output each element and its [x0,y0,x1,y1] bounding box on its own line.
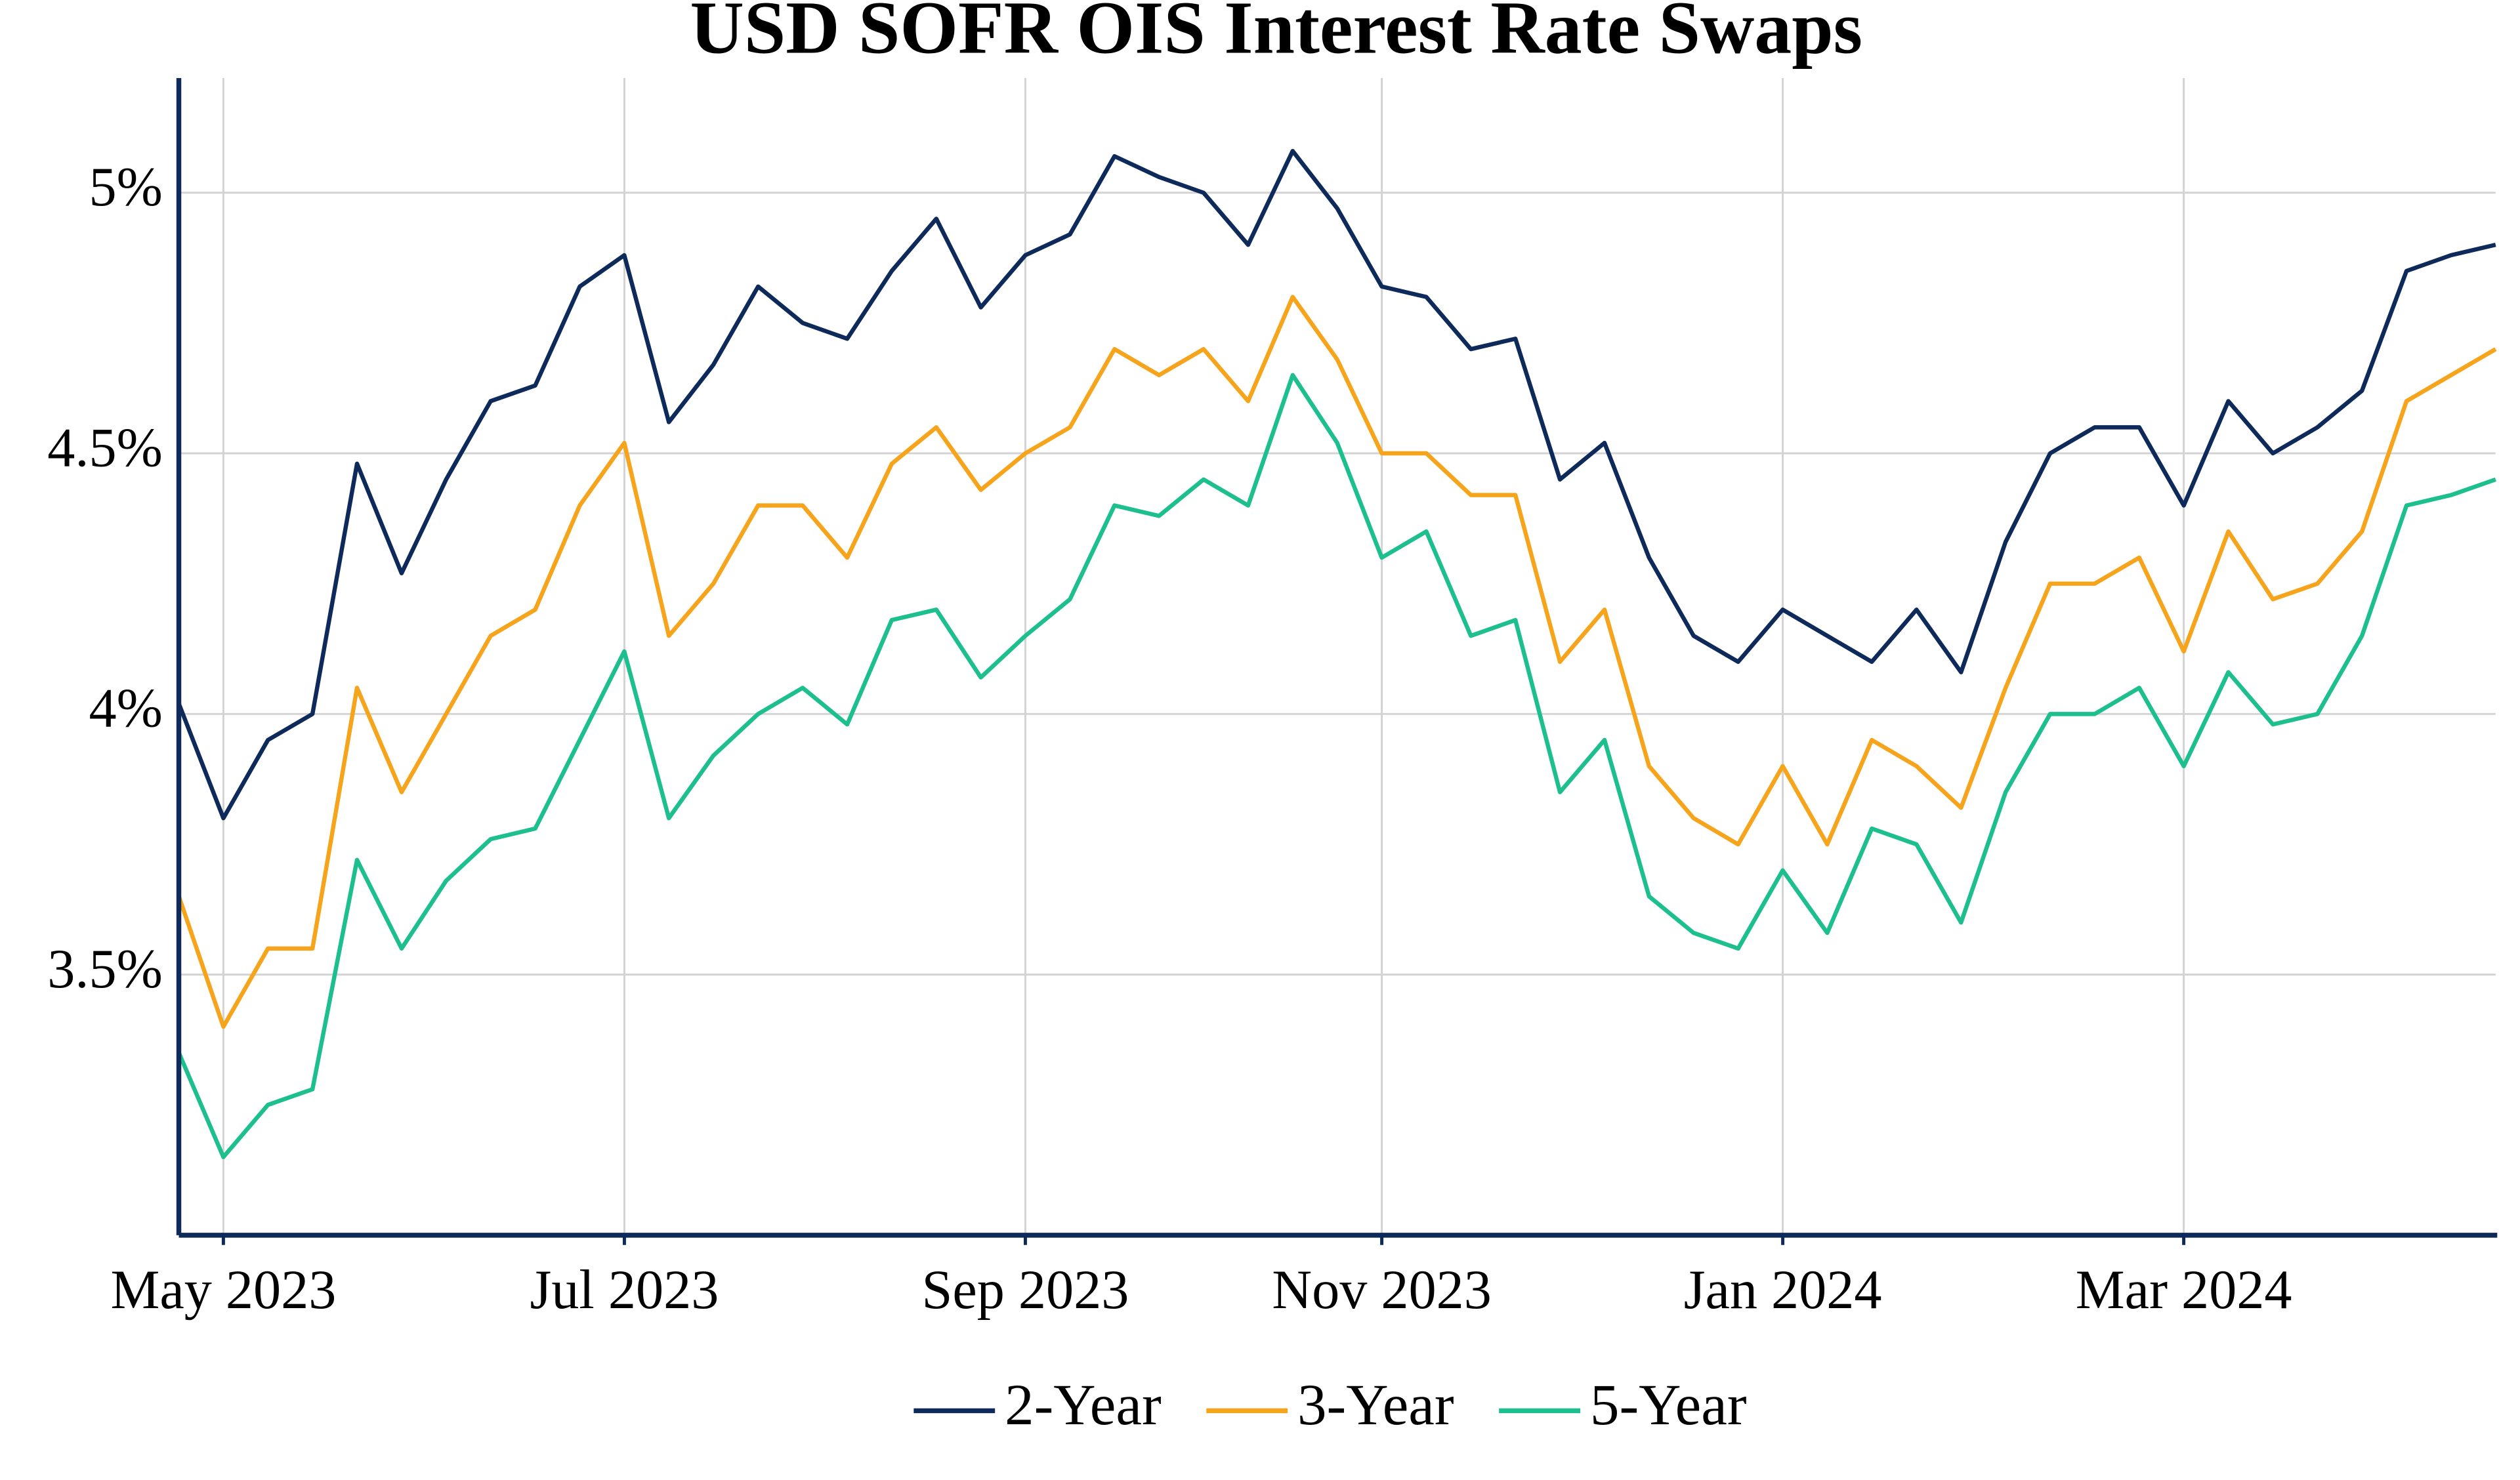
x-tick-label: May 2023 [110,1260,336,1321]
series-line [177,148,2496,821]
legend-label: 2-Year [1005,1373,1162,1437]
legend-label: 3-Year [1297,1373,1454,1437]
x-tick-label: Jul 2023 [530,1260,719,1321]
y-tick-label: 3.5% [47,939,162,1000]
x-tick-label: Sep 2023 [922,1260,1129,1321]
y-tick-label: 5% [89,157,162,218]
legend-label: 5-Year [1590,1373,1747,1437]
chart-title: USD SOFR OIS Interest Rate Swaps [690,0,1862,70]
series-line [177,295,2497,1029]
x-tick-label: Jan 2024 [1684,1260,1882,1321]
x-tick-label: Nov 2023 [1272,1260,1492,1321]
y-tick-label: 4% [89,678,162,739]
series-line [177,373,2496,1159]
y-tick-label: 4.5% [47,417,162,478]
grid [178,77,2496,1235]
legend: 2-Year 3-Year 5-Year [914,1373,1747,1437]
x-tick-label: Mar 2024 [2076,1260,2292,1321]
lines [177,148,2497,1159]
